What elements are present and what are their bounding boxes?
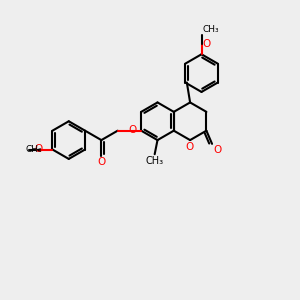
Text: O: O: [213, 145, 221, 155]
Text: O: O: [34, 144, 42, 154]
Text: O: O: [185, 142, 193, 152]
Text: O: O: [98, 157, 106, 167]
Text: CH₃: CH₃: [146, 156, 164, 166]
Text: O: O: [128, 125, 136, 135]
Text: CH₃: CH₃: [26, 145, 43, 154]
Text: O: O: [202, 39, 211, 49]
Text: CH₃: CH₃: [202, 25, 219, 34]
